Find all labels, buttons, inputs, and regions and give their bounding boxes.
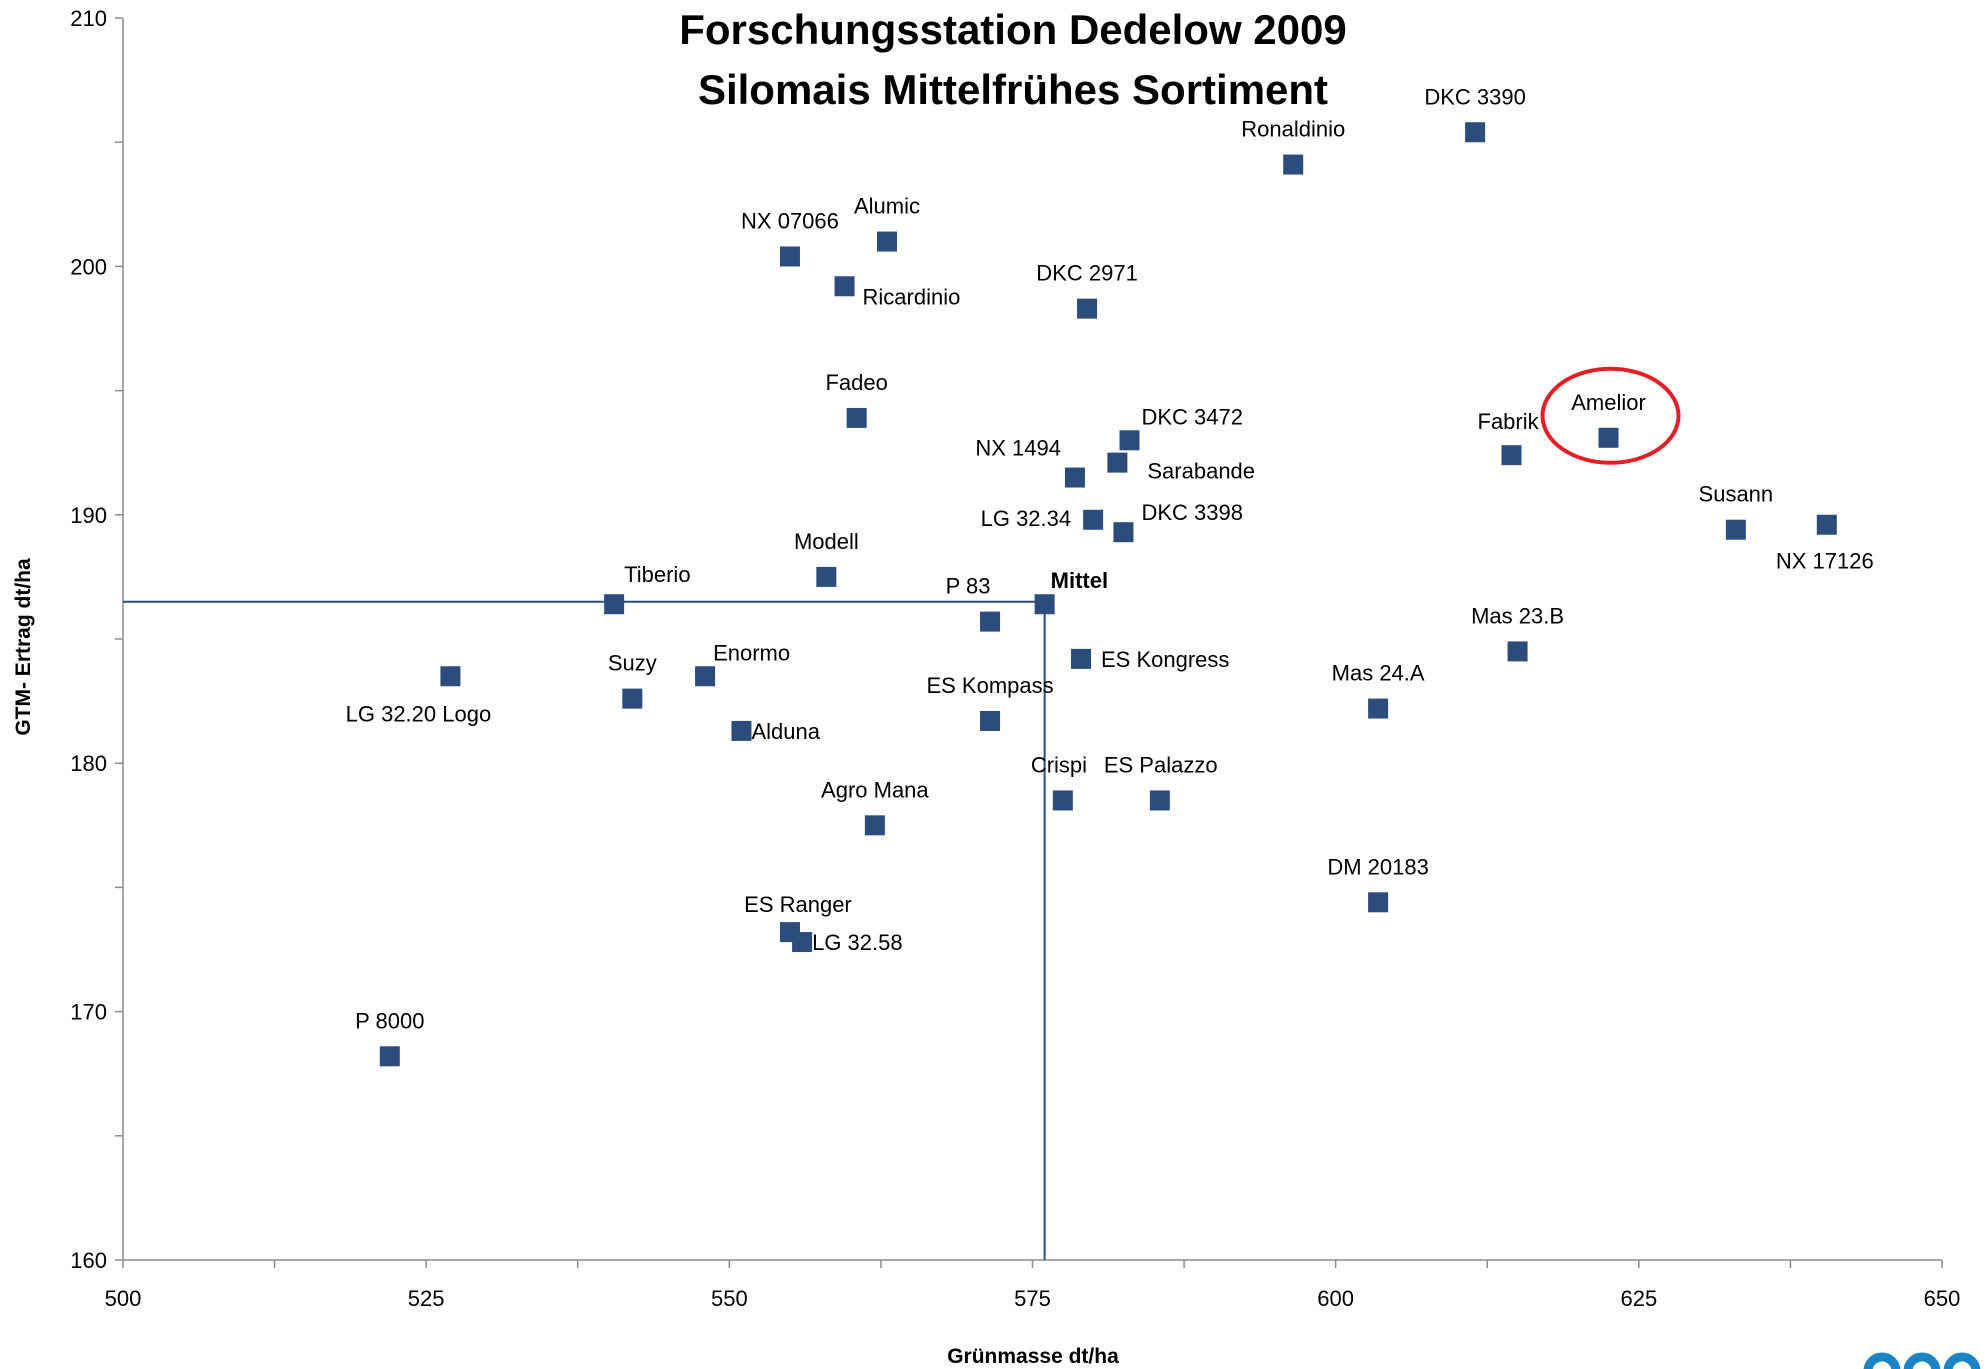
point-suzy: [622, 688, 643, 709]
label-modell: Modell: [794, 529, 859, 554]
y-tick-label: 200: [70, 254, 107, 279]
x-tick-label: 550: [711, 1286, 748, 1311]
point-p-8000: [379, 1046, 400, 1067]
point-enormo: [695, 666, 716, 687]
label-lg-32-20-logo: LG 32.20 Logo: [346, 701, 492, 726]
chart-title-line-1: Forschungsstation Dedelow 2009: [679, 6, 1347, 53]
label-nx-07066: NX 07066: [741, 208, 839, 233]
x-tick-label: 650: [1924, 1286, 1961, 1311]
label-amelior: Amelior: [1571, 390, 1646, 415]
point-lg-32-20-logo: [440, 666, 461, 687]
y-tick-label: 180: [70, 751, 107, 776]
label-nx-1494: NX 1494: [975, 436, 1061, 461]
chart-title: Forschungsstation Dedelow 2009 Silomais …: [679, 6, 1347, 113]
point-dkc-2971: [1077, 298, 1098, 319]
label-enormo: Enormo: [713, 640, 790, 665]
point-nx-17126: [1816, 514, 1837, 535]
point-alumic: [876, 231, 897, 252]
point-dkc-3472: [1119, 430, 1140, 451]
label-mas-23-b: Mas 23.B: [1471, 603, 1564, 628]
label-es-kompass: ES Kompass: [926, 673, 1053, 698]
label-dkc-3472: DKC 3472: [1142, 404, 1244, 429]
point-mas-23-b: [1507, 641, 1528, 662]
label-ricardinio: Ricardinio: [863, 284, 961, 309]
label-dkc-2971: DKC 2971: [1036, 261, 1138, 286]
point-es-palazzo: [1149, 790, 1170, 811]
point-lg-32-34: [1083, 509, 1104, 530]
label-ronaldinio: Ronaldinio: [1241, 117, 1345, 142]
label-dkc-3390: DKC 3390: [1424, 84, 1526, 109]
label-nx-17126: NX 17126: [1776, 549, 1874, 574]
logo: [1863, 1352, 1981, 1369]
x-tick-label: 625: [1620, 1286, 1657, 1311]
point-lg-32-58: [792, 932, 813, 953]
point-susann: [1725, 519, 1746, 540]
point-alduna: [731, 720, 752, 741]
point-ronaldinio: [1283, 154, 1304, 175]
label-alumic: Alumic: [854, 194, 920, 219]
label-p-8000: P 8000: [355, 1008, 424, 1033]
y-tick-label: 170: [70, 1000, 107, 1025]
point-dm-20183: [1368, 892, 1389, 913]
y-tick-label: 210: [70, 6, 107, 31]
point-labels: DKC 3390 Ronaldinio Alumic NX 07066 Ricardin…: [346, 84, 1874, 1033]
point-fadeo: [846, 407, 867, 428]
point-amelior: [1598, 427, 1619, 448]
point-dkc-3390: [1465, 122, 1486, 143]
point-nx-1494: [1064, 467, 1085, 488]
label-dkc-3398: DKC 3398: [1141, 500, 1243, 525]
label-sarabande: Sarabande: [1147, 459, 1255, 484]
data-points: [379, 122, 1837, 1067]
point-ricardinio: [834, 276, 855, 297]
label-lg-32-58: LG 32.58: [812, 930, 903, 955]
point-tiberio: [604, 594, 625, 615]
axes: 160 170 180 190 200 210 500 525 550 575 600 625 650: [70, 6, 1960, 1311]
point-nx-07066: [779, 246, 800, 267]
x-tick-label: 500: [105, 1286, 142, 1311]
chart-title-line-2: Silomais Mittelfrühes Sortiment: [698, 66, 1328, 113]
y-axis-label: GTM- Ertrag dt/ha: [12, 558, 35, 736]
x-tick-label: 575: [1014, 1286, 1051, 1311]
label-alduna: Alduna: [751, 719, 820, 744]
label-susann: Susann: [1699, 482, 1774, 507]
y-tick-label: 160: [70, 1248, 107, 1273]
label-crispi: Crispi: [1031, 752, 1087, 777]
x-axis-label: Grünmasse dt/ha: [947, 1345, 1119, 1368]
label-mittel: Mittel: [1051, 568, 1108, 593]
label-p-83: P 83: [946, 574, 991, 599]
label-suzy: Suzy: [608, 651, 657, 676]
point-es-kongress: [1071, 648, 1092, 669]
point-modell: [816, 566, 837, 587]
label-dm-20183: DM 20183: [1327, 854, 1429, 879]
point-agro-mana: [864, 815, 885, 836]
point-mittel: [1034, 594, 1055, 615]
label-fabrik: Fabrik: [1478, 409, 1540, 434]
point-sarabande: [1107, 452, 1128, 473]
y-tick-label: 190: [70, 503, 107, 528]
point-dkc-3398: [1113, 522, 1134, 543]
point-fabrik: [1501, 445, 1522, 466]
label-es-kongress: ES Kongress: [1101, 647, 1229, 672]
highlight-ellipse: [1540, 366, 1681, 465]
label-es-ranger: ES Ranger: [744, 892, 852, 917]
point-mas-24-a: [1368, 698, 1389, 719]
point-p-83: [980, 611, 1001, 632]
point-crispi: [1052, 790, 1073, 811]
label-lg-32-34: LG 32.34: [981, 506, 1072, 531]
label-es-palazzo: ES Palazzo: [1104, 752, 1218, 777]
label-fadeo: Fadeo: [825, 370, 887, 395]
highlight-circle: [1540, 366, 1681, 465]
label-agro-mana: Agro Mana: [821, 777, 929, 802]
reference-lines: [123, 600, 1046, 1260]
label-tiberio: Tiberio: [624, 562, 690, 587]
point-es-kompass: [980, 710, 1001, 731]
x-tick-label: 525: [408, 1286, 445, 1311]
label-mas-24-a: Mas 24.A: [1332, 661, 1425, 686]
x-tick-label: 600: [1317, 1286, 1354, 1311]
